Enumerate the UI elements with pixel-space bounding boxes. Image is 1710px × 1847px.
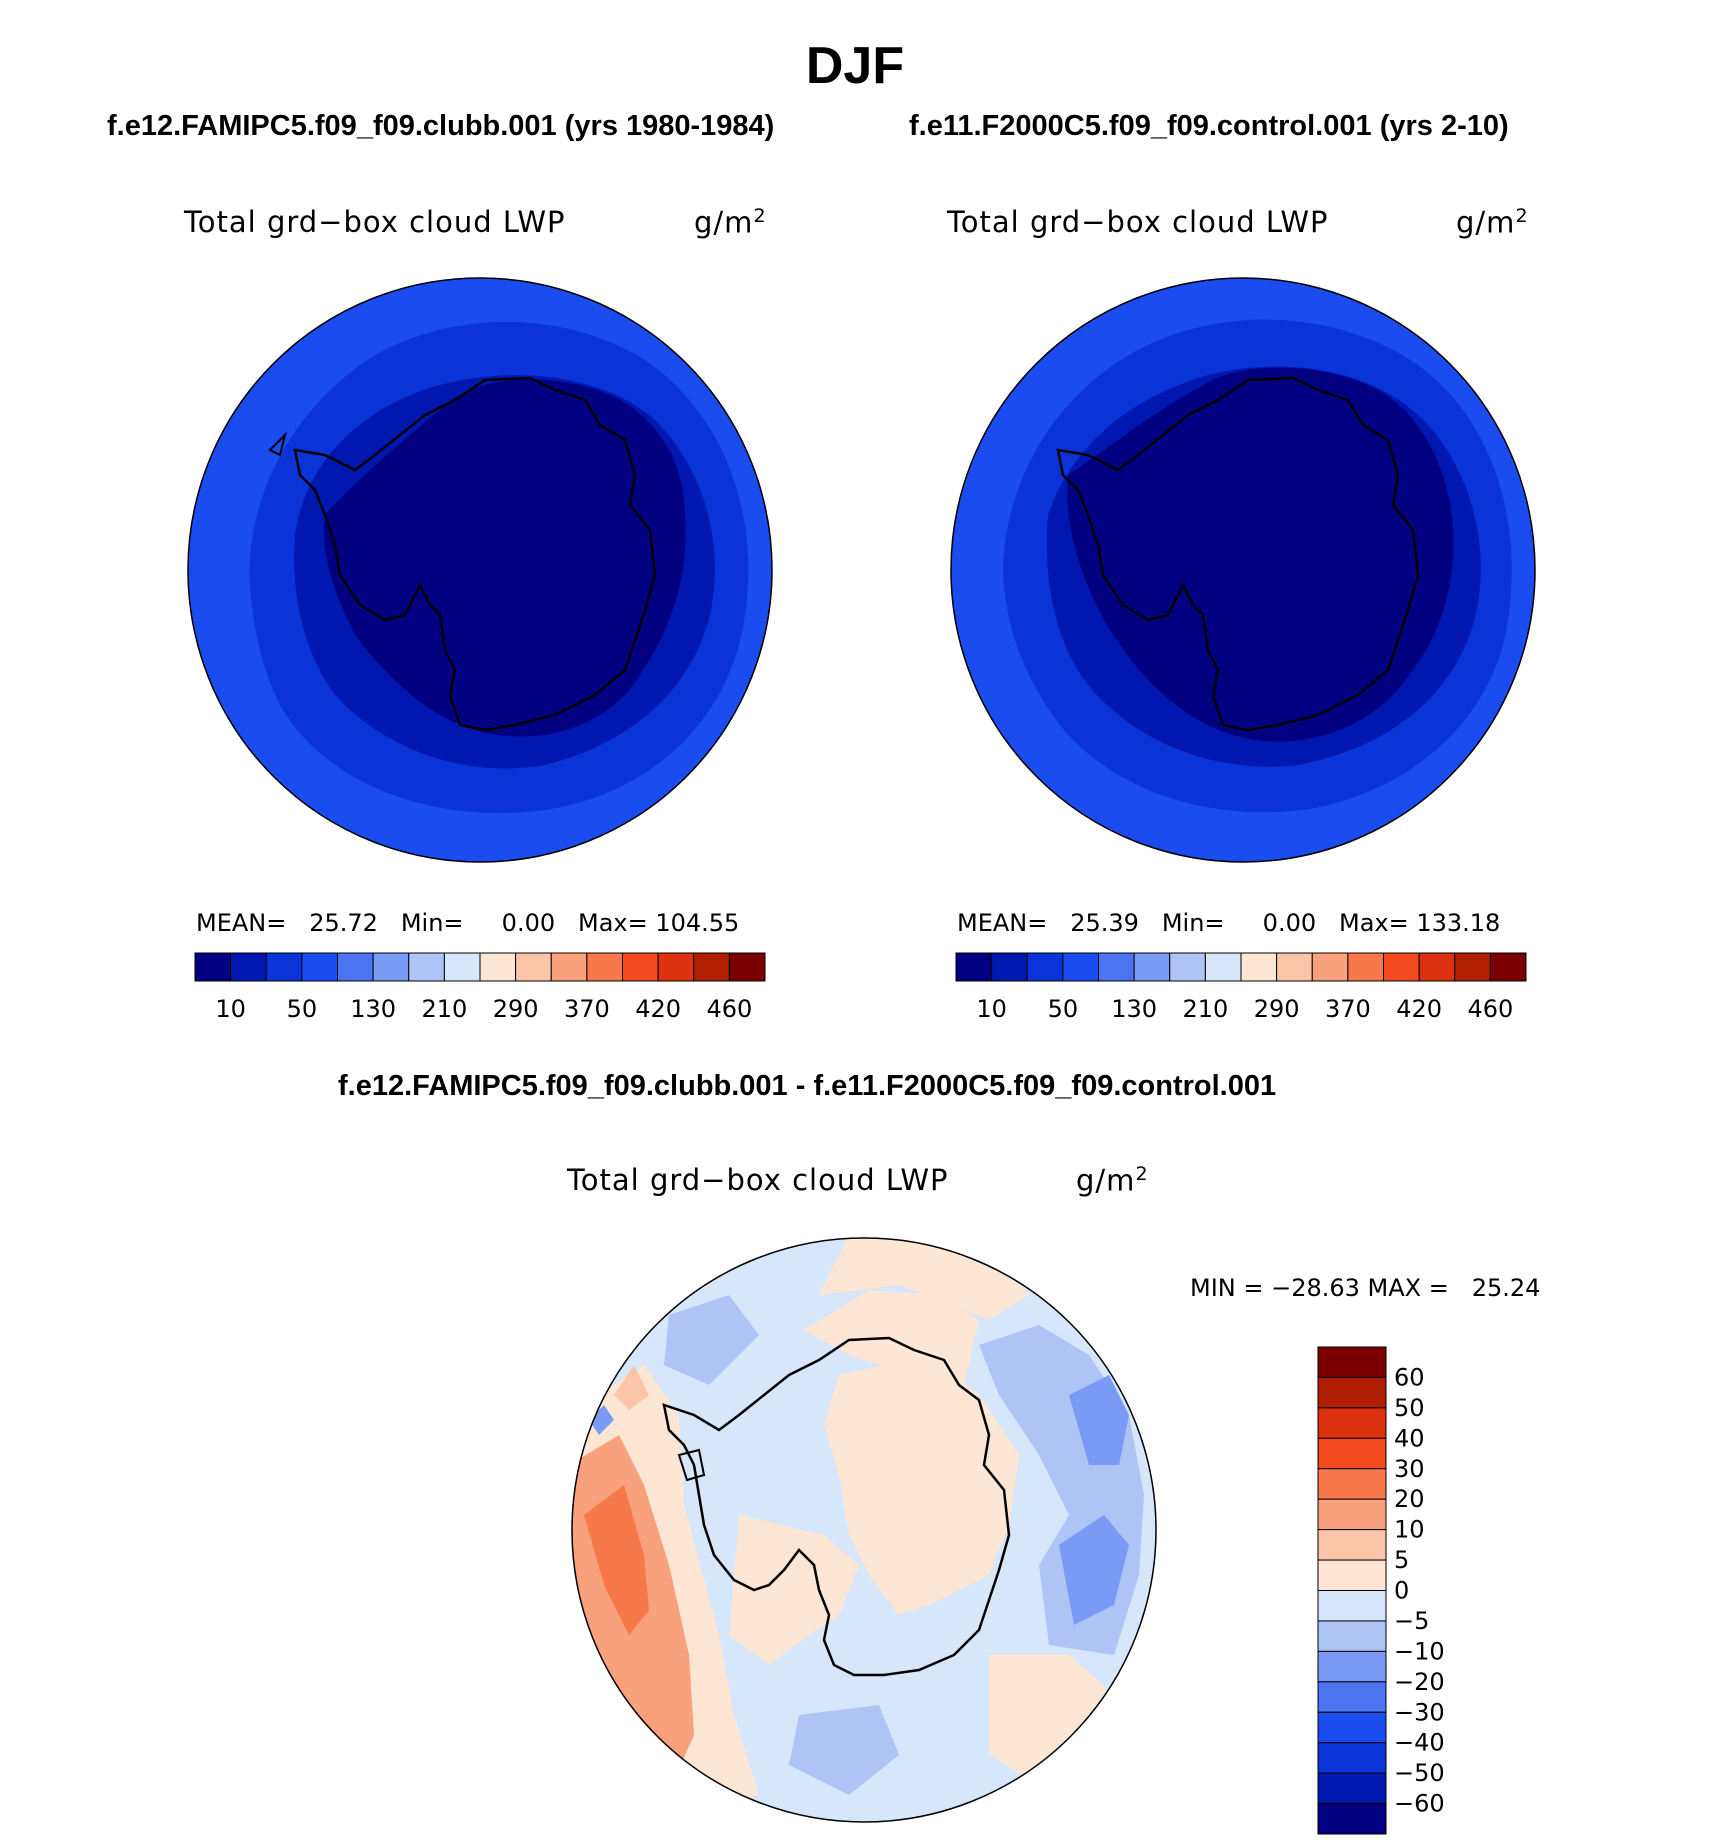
case1-colorbar-swatch [479, 952, 517, 982]
case1-colorbar-tick-label: 10 [215, 995, 246, 1023]
case2-colorbar-swatch [1026, 952, 1064, 982]
case2-variable-label: Total grd−box cloud LWP [947, 205, 1329, 239]
case2-colorbar-swatch [1062, 952, 1099, 982]
diff-colorbar-swatch [1317, 1376, 1387, 1409]
map-case2 [950, 277, 1536, 863]
diff-colorbar-swatch [1317, 1437, 1387, 1470]
case2-colorbar: 10 50 130 210 290 370 420 460 [955, 952, 1527, 1023]
case1-colorbar-swatch [515, 952, 552, 982]
case2-colorbar-tick-label: 10 [976, 995, 1007, 1023]
case2-colorbar-swatch [955, 952, 993, 982]
diff-colorbar-tick-label: 0 [1394, 1577, 1409, 1605]
diff-colorbar-swatch [1317, 1681, 1387, 1713]
case1-colorbar-swatch [408, 952, 445, 982]
case2-colorbar-swatch [1276, 952, 1313, 982]
case1-colorbar-swatch [230, 952, 267, 982]
diff-colorbar-swatch [1317, 1559, 1387, 1591]
diff-colorbar-tick-label: −50 [1394, 1759, 1445, 1787]
case2-colorbar-swatch [1133, 952, 1171, 982]
case1-colorbar-swatch [657, 952, 695, 982]
case1-colorbar-swatch [443, 952, 481, 982]
case2-colorbar-tick-label: 210 [1182, 995, 1228, 1023]
case1-colorbar-swatch [550, 952, 588, 982]
case1-colorbar-swatch [372, 952, 410, 982]
case1-colorbar: 10 50 130 210 290 370 420 460 [194, 952, 766, 1023]
case1-colorbar-swatch [301, 952, 338, 982]
diff-colorbar-tick-label: −40 [1394, 1729, 1445, 1757]
case1-colorbar-swatch [586, 952, 623, 982]
map-case1 [187, 277, 773, 863]
case1-colorbar-swatch [622, 952, 659, 982]
diff-colorbar-swatch [1317, 1346, 1387, 1378]
diff-colorbar-swatch [1317, 1468, 1387, 1500]
case1-colorbar-tick-label: 290 [493, 995, 539, 1023]
diff-variable-label: Total grd−box cloud LWP [567, 1163, 949, 1197]
case1-colorbar-swatch [194, 952, 232, 982]
map-difference [571, 1237, 1157, 1823]
diff-colorbar-swatch [1317, 1711, 1387, 1744]
page-title: DJF [805, 37, 905, 95]
case2-colorbar-swatch [1311, 952, 1349, 982]
diff-colorbar-swatch [1317, 1742, 1387, 1774]
case1-colorbar-tick-label: 370 [564, 995, 610, 1023]
diff-colorbar-tick-label: 20 [1394, 1485, 1425, 1513]
diff-colorbar-tick-label: 10 [1394, 1516, 1425, 1544]
case1-stats: MEAN= 25.72 Min= 0.00 Max= 104.55 [196, 909, 740, 937]
diff-colorbar-tick-label: −5 [1394, 1607, 1429, 1635]
diff-colorbar-tick-label: 40 [1394, 1424, 1425, 1452]
case1-units: g/m2 [694, 205, 767, 240]
diff-colorbar-tick-label: 30 [1394, 1455, 1425, 1483]
case2-colorbar-swatch [1098, 952, 1135, 982]
case2-colorbar-tick-label: 290 [1254, 995, 1300, 1023]
case2-units: g/m2 [1456, 205, 1529, 240]
diff-colorbar-swatch [1317, 1529, 1387, 1561]
case2-title: f.e11.F2000C5.f09_f09.control.001 (yrs 2… [909, 110, 1509, 142]
case2-colorbar-tick-label: 50 [1048, 995, 1079, 1023]
case2-colorbar-swatch [1169, 952, 1206, 982]
case2-colorbar-swatch [1454, 952, 1491, 982]
diff-stats: MIN = −28.63 MAX = 25.24 [1190, 1274, 1541, 1302]
case2-colorbar-swatch [1204, 952, 1242, 982]
case2-stats: MEAN= 25.39 Min= 0.00 Max= 133.18 [957, 909, 1501, 937]
diff-colorbar-swatch [1317, 1772, 1387, 1805]
diff-colorbar-tick-label: −30 [1394, 1698, 1445, 1726]
diff-title: f.e12.FAMIPC5.f09_f09.clubb.001 - f.e11.… [338, 1070, 1277, 1102]
diff-colorbar-swatch [1317, 1590, 1387, 1622]
case2-colorbar-swatch [1489, 952, 1527, 982]
diff-colorbar-swatch [1317, 1620, 1387, 1652]
diff-colorbar-swatch [1317, 1498, 1387, 1531]
case2-colorbar-swatch [1240, 952, 1278, 982]
case2-colorbar-swatch [1347, 952, 1384, 982]
case1-colorbar-tick-label: 420 [635, 995, 681, 1023]
diff-colorbar-swatch [1317, 1803, 1387, 1835]
case1-colorbar-tick-label: 50 [287, 995, 318, 1023]
case1-variable-label: Total grd−box cloud LWP [184, 205, 566, 239]
case2-colorbar-swatch [1418, 952, 1456, 982]
case2-colorbar-tick-label: 460 [1467, 995, 1513, 1023]
diff-colorbar-tick-label: 5 [1394, 1546, 1409, 1574]
diff-units: g/m2 [1076, 1163, 1149, 1198]
case2-colorbar-tick-label: 420 [1396, 995, 1442, 1023]
case1-colorbar-tick-label: 210 [421, 995, 467, 1023]
case2-colorbar-swatch [1383, 952, 1420, 982]
case1-colorbar-tick-label: 460 [706, 995, 752, 1023]
case2-colorbar-swatch [991, 952, 1028, 982]
case1-colorbar-swatch [337, 952, 374, 982]
diff-colorbar-tick-label: 50 [1394, 1394, 1425, 1422]
case1-colorbar-swatch [728, 952, 766, 982]
diff-colorbar-swatch [1317, 1650, 1387, 1683]
case1-colorbar-tick-label: 130 [350, 995, 396, 1023]
case2-colorbar-tick-label: 130 [1111, 995, 1157, 1023]
case2-colorbar-tick-label: 370 [1325, 995, 1371, 1023]
diff-colorbar-tick-label: −60 [1394, 1790, 1445, 1818]
diff-colorbar-tick-label: −20 [1394, 1668, 1445, 1696]
diff-colorbar-tick-label: 60 [1394, 1363, 1425, 1391]
case1-colorbar-swatch [693, 952, 730, 982]
diff-colorbar-swatch [1317, 1407, 1387, 1439]
diff-colorbar-tick-label: −10 [1394, 1637, 1445, 1665]
case1-colorbar-swatch [265, 952, 303, 982]
case1-title: f.e12.FAMIPC5.f09_f09.clubb.001 (yrs 198… [107, 110, 775, 142]
